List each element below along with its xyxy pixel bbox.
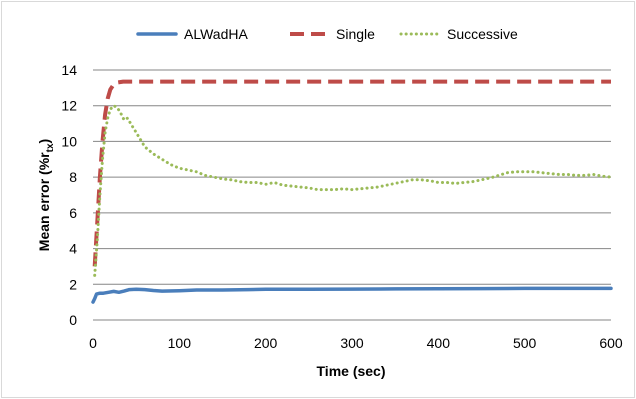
x-tick-label: 600: [599, 335, 623, 351]
y-axis-title: Mean error (%rtx): [36, 139, 56, 251]
y-tick-label: 4: [69, 241, 77, 257]
legend-label-single: Single: [336, 26, 375, 42]
x-tick-label: 400: [427, 335, 451, 351]
legend-label-successive: Successive: [447, 26, 518, 42]
y-tick-label: 0: [69, 312, 77, 328]
y-tick-label: 14: [61, 62, 77, 78]
x-tick-label: 200: [254, 335, 278, 351]
x-axis-ticks: 0 100 200 300 400 500 600: [89, 335, 623, 351]
legend-label-alwadha: ALWadHA: [184, 26, 248, 42]
y-tick-label: 2: [69, 276, 77, 292]
y-tick-label: 8: [69, 169, 77, 185]
x-axis-title: Time (sec): [317, 363, 386, 379]
x-tick-label: 0: [89, 335, 97, 351]
y-axis-title-main: Mean error (%r: [36, 152, 52, 251]
y-tick-label: 6: [69, 205, 77, 221]
y-tick-label: 10: [61, 133, 77, 149]
y-tick-label: 12: [61, 98, 77, 114]
x-tick-label: 500: [513, 335, 537, 351]
y-axis-title-sub: tx: [45, 143, 56, 152]
gridlines: [93, 69, 611, 285]
series-line-single: [92, 79, 611, 267]
x-tick-label: 100: [168, 335, 192, 351]
legend: ALWadHA Single Successive: [136, 26, 518, 42]
series-line-alwadha: [91, 286, 613, 304]
y-axis-title-close: ): [36, 139, 52, 144]
series-line-successive: [93, 104, 613, 277]
y-axis-ticks: 0 2 4 6 8 10 12 14: [61, 62, 77, 328]
x-tick-label: 300: [340, 335, 364, 351]
series-group: [91, 79, 613, 304]
